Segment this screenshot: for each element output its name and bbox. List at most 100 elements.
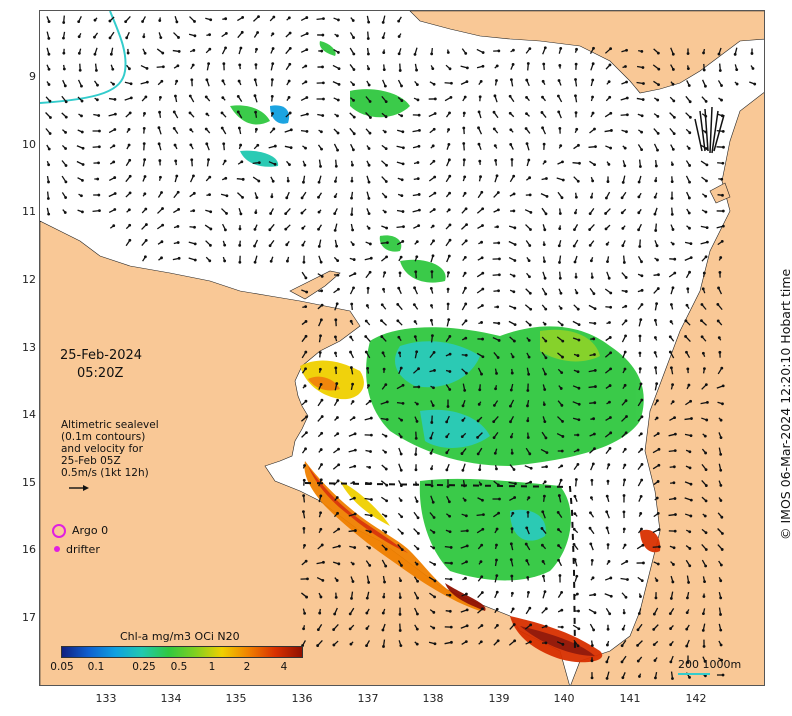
velocity-arrow-head [655,244,659,248]
velocity-arrow-head [113,98,117,101]
velocity-arrow-head [416,612,419,616]
velocity-arrow-head [496,356,500,359]
velocity-arrow-head [209,210,213,214]
velocity-arrow-head [273,144,277,148]
velocity-arrow-head [80,130,84,134]
velocity-arrow-head [461,404,465,408]
velocity-arrow-head [495,527,499,531]
velocity-arrow-head [62,21,66,24]
velocity-arrow-head [319,595,323,599]
velocity-arrow-head [672,99,676,103]
velocity-arrow-head [655,496,659,500]
velocity-arrow-head [494,387,497,391]
velocity-arrow-head [655,416,659,420]
velocity-arrow-head [700,335,704,339]
velocity-arrow-head [317,195,320,199]
velocity-arrow-head [191,63,195,67]
velocity-arrow-head [353,432,357,436]
velocity-arrow-head [574,62,578,66]
velocity-arrow-head [192,174,195,178]
velocity-arrow-head [622,527,626,531]
velocity-arrow-head [496,305,500,309]
velocity-arrow-head [113,176,117,179]
velocity-arrow-head [721,532,724,535]
velocity-arrow-head [590,275,594,279]
velocity-arrow-head [431,334,434,337]
velocity-arrow-head [160,256,163,260]
velocity-arrow-head [494,158,498,162]
velocity-arrow-head [317,180,321,184]
velocity-arrow-head [351,163,354,167]
velocity-arrow-head [224,176,228,180]
velocity-arrow-head [624,276,628,279]
velocity-arrow-head [350,179,354,183]
velocity-arrow-head [430,484,434,488]
velocity-arrow-head [669,320,673,323]
velocity-arrow-head [593,353,596,356]
velocity-arrow-head [716,319,720,323]
velocity-arrow-head [578,161,581,165]
velocity-arrow-head [640,303,644,306]
velocity-arrow-head [669,366,673,370]
velocity-arrow-head [720,177,724,181]
velocity-arrow-head [670,180,674,184]
velocity-arrow-head [382,68,386,71]
velocity-arrow-head [319,494,323,498]
velocity-arrow-head [669,597,673,600]
velocity-arrow-head [575,291,579,295]
velocity-arrow-head [142,142,146,146]
velocity-arrow-head [653,336,657,339]
velocity-arrow-head [464,514,468,518]
velocity-arrow-head [624,290,628,293]
velocity-arrow-head [351,19,355,22]
velocity-arrow-head [716,302,720,306]
velocity-arrow-head [334,351,337,355]
velocity-arrow-head [383,580,386,584]
velocity-arrow-head [320,415,324,418]
velocity-arrow-head [398,629,402,632]
map-panel[interactable] [39,10,765,686]
velocity-arrow-head [416,516,420,520]
velocity-arrow-head [511,355,515,359]
velocity-arrow-head [673,416,676,419]
velocity-arrow-head [704,548,708,551]
velocity-arrow-head [704,468,708,472]
velocity-arrow-head [335,34,339,38]
velocity-arrow-head [399,255,403,259]
velocity-arrow-head [319,448,323,451]
velocity-arrow-head [97,114,101,117]
velocity-arrow-head [558,126,562,130]
velocity-arrow-head [576,370,580,374]
velocity-arrow-head [641,66,645,69]
velocity-arrow-head [47,36,51,40]
velocity-arrow-head [480,321,483,324]
velocity-arrow-head [593,163,596,167]
velocity-arrow-head [334,335,337,339]
velocity-arrow-head [417,385,421,389]
velocity-arrow-head [671,286,675,290]
velocity-arrow-head [668,612,672,616]
velocity-arrow-head [624,595,628,599]
velocity-arrow-head [365,304,369,307]
velocity-arrow-head [513,323,517,327]
velocity-arrow-head [209,227,213,231]
velocity-arrow-head [301,243,305,247]
velocity-arrow-head [400,178,404,182]
velocity-arrow-head [477,126,480,130]
velocity-arrow-head [384,383,388,387]
velocity-arrow-head [320,289,324,293]
velocity-arrow-head [189,128,193,132]
velocity-arrow-head [383,210,387,214]
velocity-arrow-head [429,436,433,440]
velocity-arrow-head [304,320,308,323]
velocity-arrow-head [653,212,657,216]
velocity-arrow-head [640,148,643,151]
velocity-arrow-head [143,255,147,259]
velocity-arrow-head [495,543,498,547]
velocity-arrow-head [77,35,81,39]
velocity-arrow-head [353,272,357,276]
velocity-arrow-head [305,32,309,35]
velocity-arrow-head [638,675,641,678]
velocity-arrow-head [560,449,564,453]
velocity-arrow-head [544,212,548,216]
